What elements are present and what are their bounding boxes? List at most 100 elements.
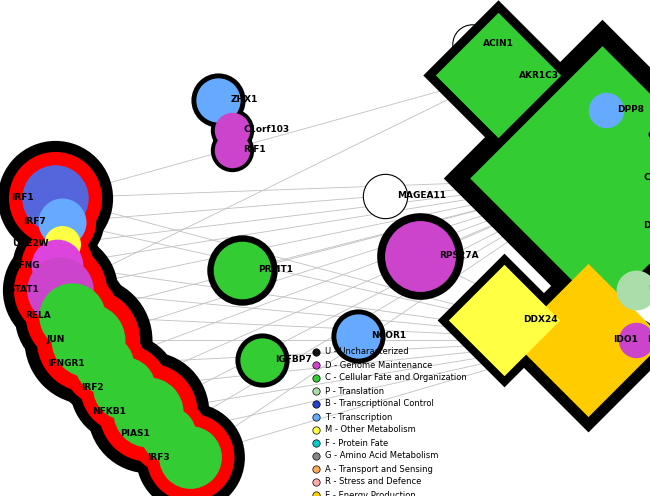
Point xyxy=(57,218,67,226)
Point xyxy=(52,261,62,269)
Text: IRF3: IRF3 xyxy=(148,452,170,461)
Point xyxy=(630,286,641,294)
Point xyxy=(119,384,129,392)
Point xyxy=(311,426,321,434)
Point xyxy=(227,126,237,134)
Point xyxy=(119,384,129,392)
Text: DPP4: DPP4 xyxy=(643,222,650,231)
Point xyxy=(227,146,237,154)
Point xyxy=(467,40,477,48)
Text: ACIN1: ACIN1 xyxy=(483,40,514,49)
Point xyxy=(353,332,363,340)
Point xyxy=(57,240,67,248)
Point xyxy=(99,360,109,368)
Text: B - Transcriptional Control: B - Transcriptional Control xyxy=(325,399,434,409)
Point xyxy=(643,242,650,250)
Point xyxy=(415,252,425,260)
Point xyxy=(493,71,503,79)
Text: BIN1: BIN1 xyxy=(647,335,650,345)
Point xyxy=(83,336,93,344)
Text: NFKB1: NFKB1 xyxy=(92,408,126,417)
Point xyxy=(601,106,611,114)
Text: P - Translation: P - Translation xyxy=(325,386,384,395)
Point xyxy=(311,491,321,496)
Point xyxy=(55,286,65,294)
Point xyxy=(311,465,321,473)
Text: MAGEA11: MAGEA11 xyxy=(397,191,446,200)
Text: STAT1: STAT1 xyxy=(8,286,39,295)
Point xyxy=(143,408,153,416)
Point xyxy=(227,126,237,134)
Text: RELA: RELA xyxy=(25,311,51,320)
Point xyxy=(52,261,62,269)
Point xyxy=(50,194,60,202)
Text: M - Other Metabolism: M - Other Metabolism xyxy=(325,426,416,434)
Point xyxy=(162,430,173,438)
Text: IFNGR1: IFNGR1 xyxy=(47,360,85,369)
Point xyxy=(50,194,60,202)
Point xyxy=(380,192,390,200)
Point xyxy=(597,174,607,182)
Point xyxy=(311,348,321,356)
Point xyxy=(162,430,173,438)
Point xyxy=(630,336,641,344)
Point xyxy=(57,240,67,248)
Point xyxy=(630,336,641,344)
Text: G - Amino Acid Metabolism: G - Amino Acid Metabolism xyxy=(325,451,438,460)
Point xyxy=(627,222,637,230)
Point xyxy=(257,356,267,364)
Point xyxy=(185,453,195,461)
Point xyxy=(50,194,60,202)
Text: DPP8: DPP8 xyxy=(617,106,644,115)
Point xyxy=(55,286,65,294)
Text: A - Transport and Sensing: A - Transport and Sensing xyxy=(325,464,433,474)
Point xyxy=(227,146,237,154)
Text: F - Protein Fate: F - Protein Fate xyxy=(325,438,388,447)
Text: U - Uncharacterized: U - Uncharacterized xyxy=(325,348,409,357)
Point xyxy=(493,71,503,79)
Point xyxy=(143,408,153,416)
Text: T - Transcription: T - Transcription xyxy=(325,413,393,422)
Point xyxy=(630,132,641,140)
Text: RPS27A: RPS27A xyxy=(439,251,478,260)
Text: JUN: JUN xyxy=(47,335,65,345)
Point xyxy=(630,132,641,140)
Text: C1orf103: C1orf103 xyxy=(243,125,289,134)
Text: PRMT1: PRMT1 xyxy=(258,265,293,274)
Point xyxy=(213,96,223,104)
Point xyxy=(257,356,267,364)
Point xyxy=(630,286,641,294)
Point xyxy=(643,242,650,250)
Text: IRF1: IRF1 xyxy=(12,193,34,202)
Text: CXCR3: CXCR3 xyxy=(647,131,650,140)
Point xyxy=(311,452,321,460)
Point xyxy=(311,400,321,408)
Point xyxy=(641,161,650,169)
Point xyxy=(237,266,247,274)
Point xyxy=(641,161,650,169)
Point xyxy=(83,336,93,344)
Text: PPP1R16A: PPP1R16A xyxy=(649,311,650,320)
Point xyxy=(583,336,593,344)
Point xyxy=(119,384,129,392)
Point xyxy=(597,174,607,182)
Text: DDX24: DDX24 xyxy=(523,315,558,324)
Text: IDO1: IDO1 xyxy=(613,335,638,345)
Point xyxy=(601,106,611,114)
Point xyxy=(52,261,62,269)
Point xyxy=(143,408,153,416)
Text: IGFBP7: IGFBP7 xyxy=(275,356,312,365)
Point xyxy=(311,478,321,486)
Text: ZHX1: ZHX1 xyxy=(231,96,259,105)
Point xyxy=(415,252,425,260)
Point xyxy=(67,312,77,320)
Text: CXCL10: CXCL10 xyxy=(643,174,650,183)
Text: PIAS1: PIAS1 xyxy=(120,430,150,438)
Point xyxy=(499,316,509,324)
Point xyxy=(83,336,93,344)
Text: UBE2W: UBE2W xyxy=(12,240,49,248)
Text: D - Genome Maintenance: D - Genome Maintenance xyxy=(325,361,432,370)
Point xyxy=(185,453,195,461)
Point xyxy=(55,286,65,294)
Text: E - Energy Production: E - Energy Production xyxy=(325,491,416,496)
